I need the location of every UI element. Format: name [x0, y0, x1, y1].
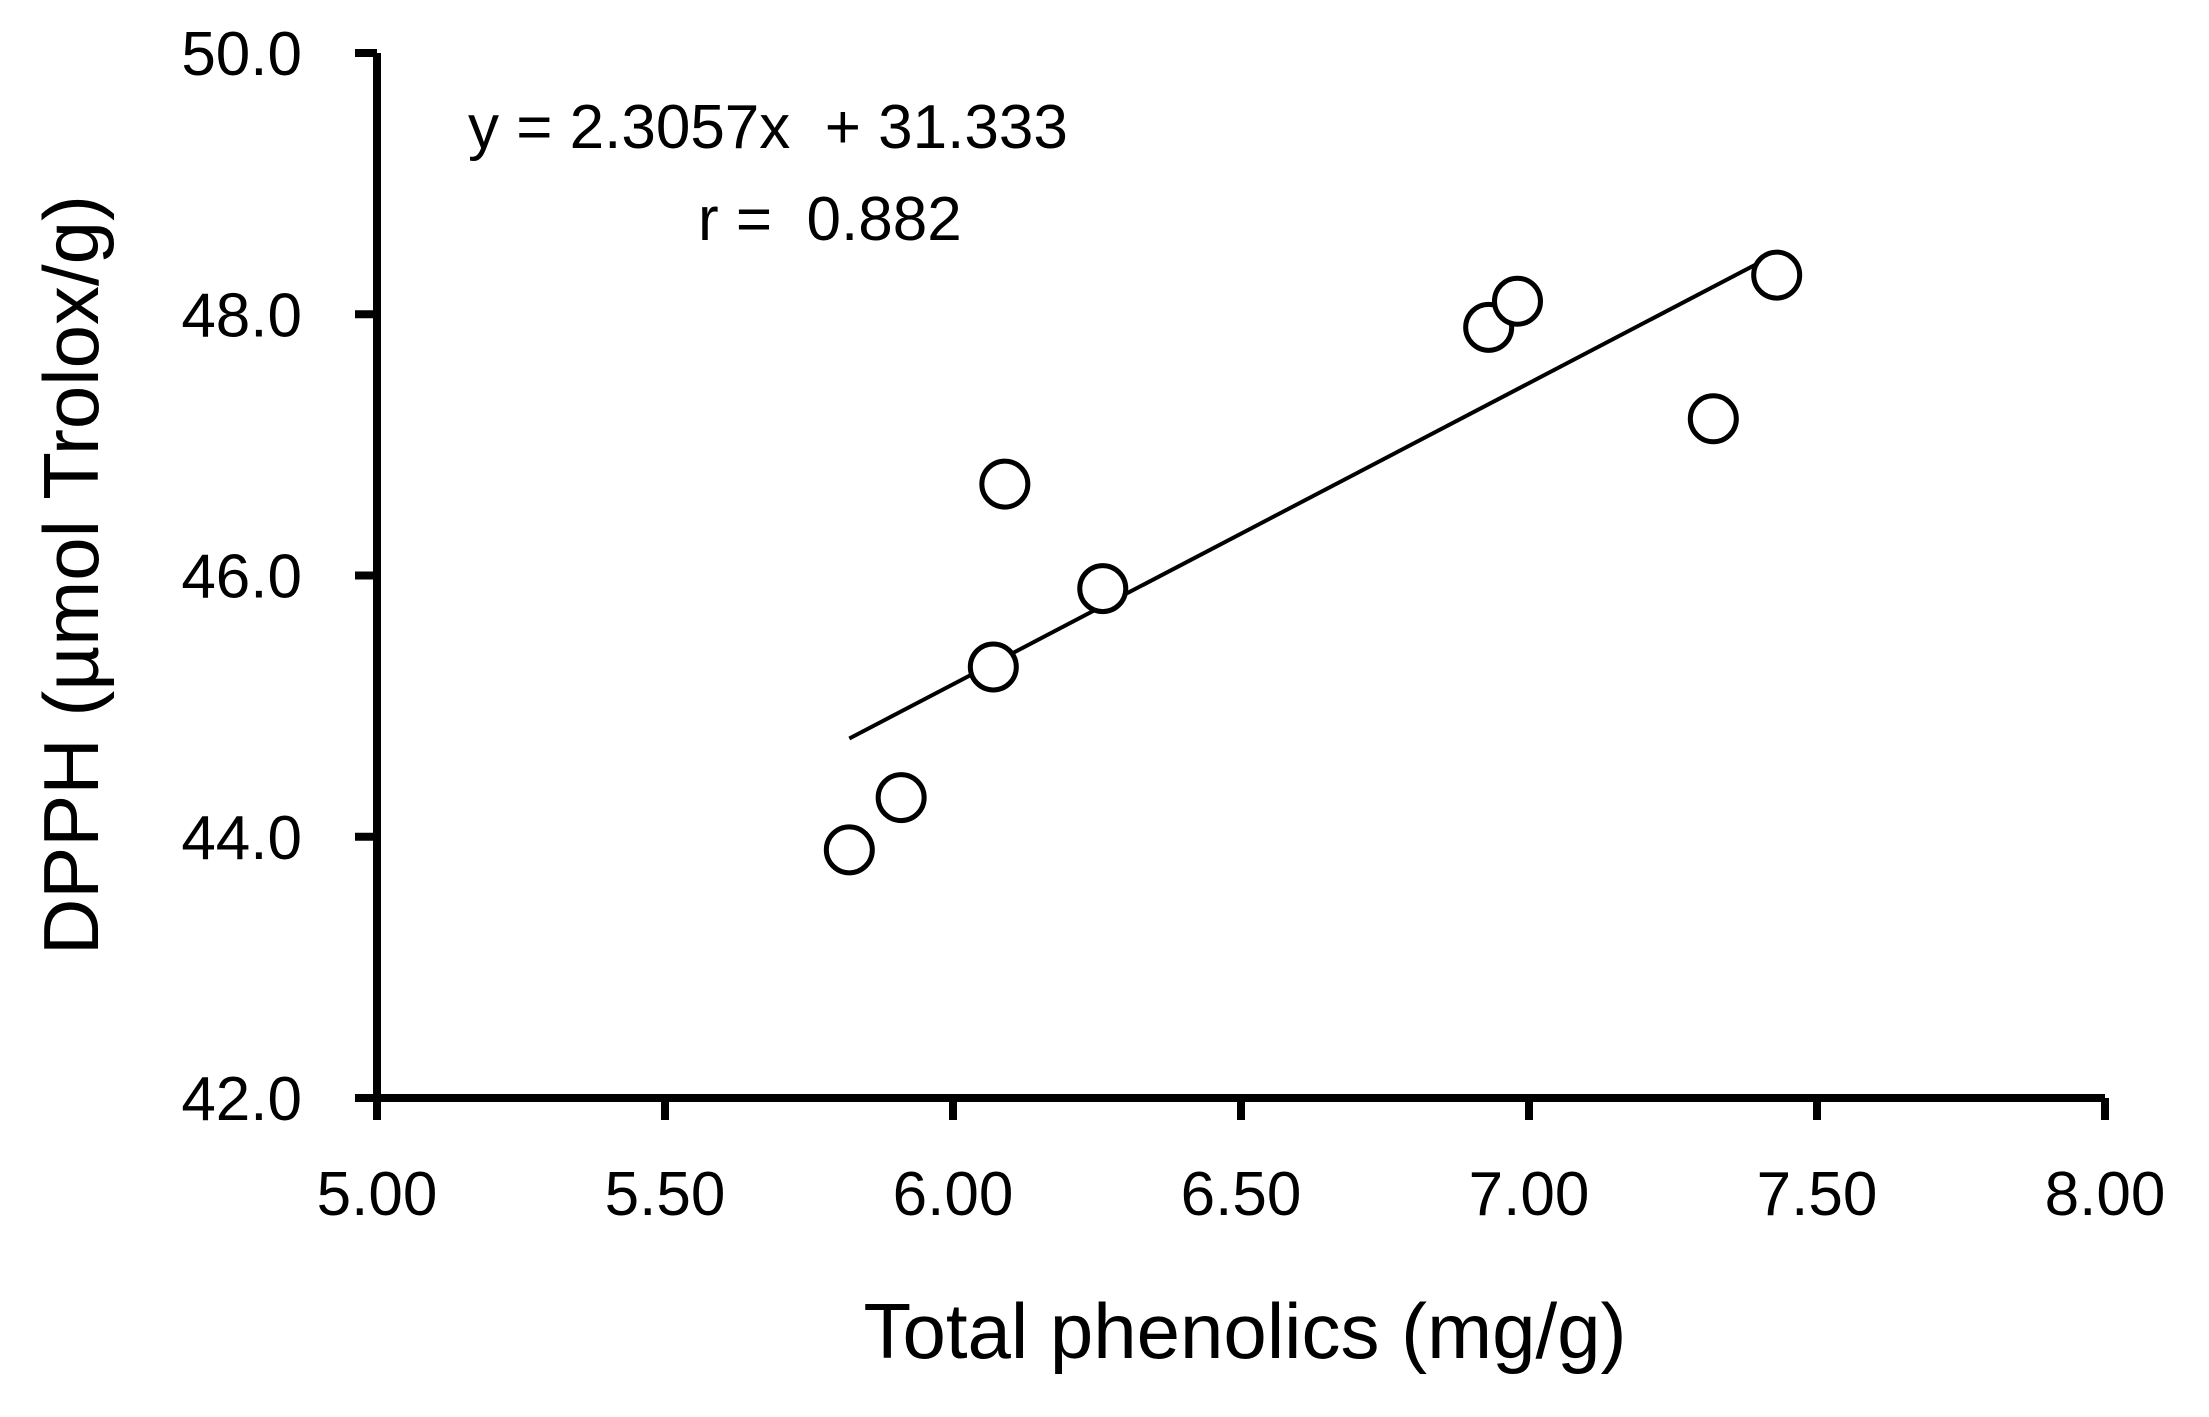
data-point: [875, 772, 927, 824]
data-point: [979, 458, 1031, 510]
data-point: [967, 641, 1019, 693]
x-axis-label: Total phenolics (mg/g): [863, 1287, 1626, 1375]
x-tick-label: 7.00: [1469, 1160, 1590, 1229]
y-tick-label: 50.0: [181, 20, 302, 89]
axes: [373, 53, 2105, 1102]
x-tick-label: 6.00: [893, 1160, 1014, 1229]
regression-equation: y = 2.3057x + 31.333: [468, 93, 1068, 162]
data-point: [1687, 393, 1739, 445]
x-tick-label: 5.00: [317, 1160, 438, 1229]
y-tick-label: 46.0: [181, 543, 302, 612]
y-tick-label: 48.0: [181, 281, 302, 350]
data-points: [823, 249, 1803, 876]
data-point: [823, 824, 875, 876]
x-tick-label: 8.00: [2045, 1160, 2166, 1229]
x-tick-label: 5.50: [605, 1160, 726, 1229]
axis-ticks: 5.00 5.50 6.00 6.50 7.00 7.50 8.00 42.0 44.0 46.0…: [181, 20, 2165, 1229]
y-axis-label: DPPH (µmol Trolox/g): [27, 195, 115, 955]
x-tick-label: 6.50: [1181, 1160, 1302, 1229]
y-tick-label: 42.0: [181, 1065, 302, 1134]
data-point: [1491, 275, 1543, 327]
correlation-coefficient: r = 0.882: [698, 185, 962, 254]
y-tick-label: 44.0: [181, 804, 302, 873]
data-point: [1751, 249, 1803, 301]
data-point: [1077, 563, 1129, 615]
x-tick-label: 7.50: [1757, 1160, 1878, 1229]
